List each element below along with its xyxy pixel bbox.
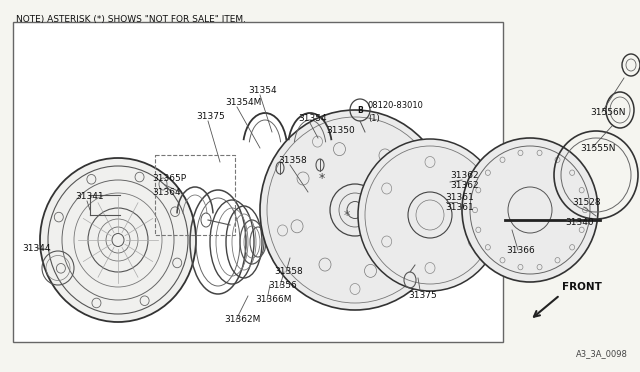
Text: 31362: 31362: [450, 180, 479, 189]
Text: 31358: 31358: [278, 155, 307, 164]
Text: 31366M: 31366M: [255, 295, 291, 305]
Ellipse shape: [358, 139, 502, 291]
Text: (1): (1): [368, 113, 380, 122]
Text: 31375: 31375: [408, 291, 436, 299]
Ellipse shape: [462, 138, 598, 282]
Text: 31341: 31341: [75, 192, 104, 201]
Text: NOTE) ASTERISK (*) SHOWS "NOT FOR SALE" ITEM.: NOTE) ASTERISK (*) SHOWS "NOT FOR SALE" …: [16, 15, 246, 24]
Text: 31358: 31358: [274, 267, 303, 276]
Text: 31362M: 31362M: [224, 315, 260, 324]
Ellipse shape: [260, 110, 450, 310]
Text: B: B: [357, 106, 363, 115]
FancyBboxPatch shape: [13, 22, 503, 342]
Text: 31340: 31340: [565, 218, 594, 227]
Ellipse shape: [40, 158, 196, 322]
Text: *: *: [344, 208, 350, 221]
Text: 31528: 31528: [572, 198, 600, 206]
Text: 31361: 31361: [445, 192, 474, 202]
Text: FRONT: FRONT: [562, 282, 602, 292]
Text: 31354M: 31354M: [225, 97, 261, 106]
Text: 31354: 31354: [298, 113, 326, 122]
Text: 31344: 31344: [22, 244, 51, 253]
Text: 31350: 31350: [326, 125, 355, 135]
Text: 31354: 31354: [248, 86, 276, 94]
Text: 31365P: 31365P: [152, 173, 186, 183]
Text: 31375: 31375: [196, 112, 225, 121]
Text: 31555N: 31555N: [580, 144, 616, 153]
Text: 31366: 31366: [506, 246, 535, 254]
Text: A3_3A_0098: A3_3A_0098: [576, 349, 628, 358]
Text: 31356: 31356: [268, 282, 297, 291]
Text: 08120-83010: 08120-83010: [368, 100, 424, 109]
Text: *: *: [319, 171, 325, 185]
Text: 31364: 31364: [152, 187, 180, 196]
Text: 31556N: 31556N: [590, 108, 625, 116]
Text: 31362: 31362: [450, 170, 479, 180]
Text: 31361: 31361: [445, 202, 474, 212]
